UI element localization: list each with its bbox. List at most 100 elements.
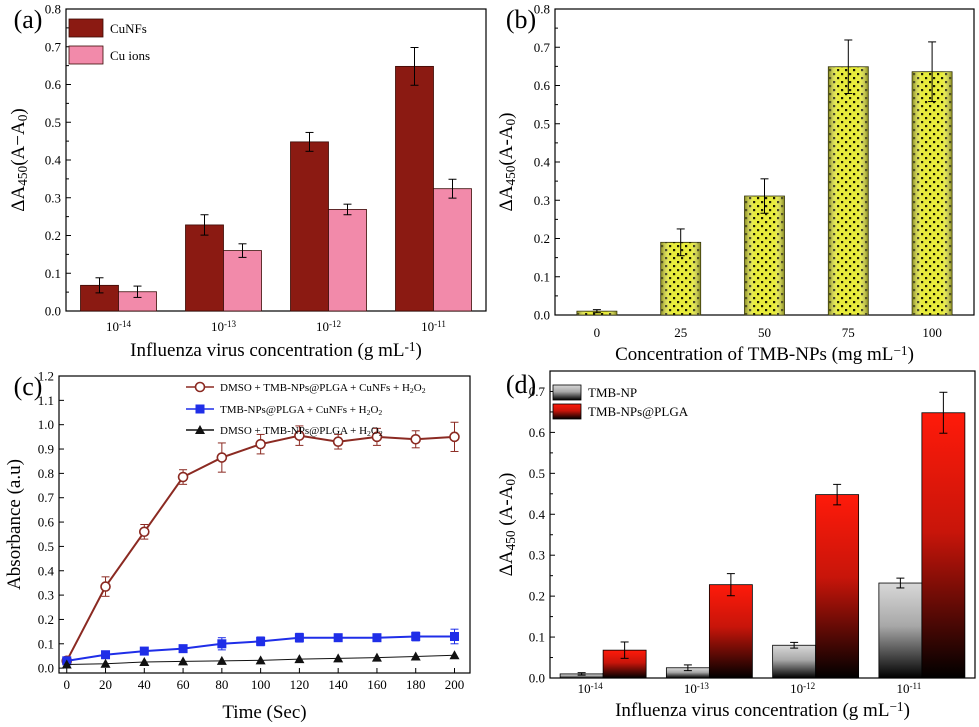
data-point bbox=[294, 430, 305, 441]
x-tick-label: 10-14 bbox=[106, 319, 132, 334]
y-tick-label: 0.7 bbox=[534, 40, 551, 55]
y-tick-label: 0.2 bbox=[45, 228, 61, 243]
data-point bbox=[216, 655, 227, 665]
legend-label: TMB-NP bbox=[588, 385, 637, 400]
x-tick-label: 10-12 bbox=[316, 319, 342, 334]
x-axis-label: Influenza virus concentration (g mL−1) bbox=[615, 699, 910, 721]
x-axis-label: Concentration of TMB-NPs (mg mL−1) bbox=[615, 343, 914, 365]
x-tick-label: 25 bbox=[674, 325, 687, 340]
y-tick-label: 0.1 bbox=[45, 266, 61, 281]
bar-tmb-np bbox=[878, 582, 923, 679]
y-tick-label: 0.6 bbox=[529, 425, 546, 440]
x-tick-label: 140 bbox=[328, 677, 348, 692]
y-tick-label: 0.6 bbox=[38, 515, 55, 530]
data-point bbox=[294, 654, 305, 664]
bar-shade bbox=[744, 196, 785, 315]
x-axis-label: Time (Sec) bbox=[222, 702, 306, 723]
data-point bbox=[139, 646, 149, 656]
legend-swatch bbox=[68, 45, 104, 65]
x-tick-label: 180 bbox=[406, 677, 426, 692]
y-tick-label: 0.3 bbox=[38, 588, 54, 603]
y-axis-label: ΔA450(A−A0) bbox=[8, 108, 30, 211]
legend-label: TMB-NPs@PLGA + CuNFs + H2O2 bbox=[220, 404, 382, 417]
panel-d: 0.0 0.1 0.2 0.3 0.4 0.5 0.6 0.7 10-14 10-13 10-12 1… bbox=[496, 370, 976, 721]
y-tick-label: 0.4 bbox=[534, 155, 551, 170]
y-tick-label: 0.2 bbox=[534, 231, 550, 246]
y-tick-label: 0.6 bbox=[45, 77, 62, 92]
x-tick-label: 160 bbox=[367, 677, 387, 692]
y-tick-label: 0.5 bbox=[529, 466, 545, 481]
data-point bbox=[216, 452, 228, 463]
y-tick-label: 0.4 bbox=[45, 153, 62, 168]
y-tick-label: 0.1 bbox=[534, 269, 550, 284]
data-point bbox=[449, 431, 460, 443]
legend-marker bbox=[195, 425, 205, 434]
data-point bbox=[139, 526, 150, 538]
y-tick-label: 0.3 bbox=[534, 193, 550, 208]
data-point bbox=[217, 639, 227, 649]
x-tick-label: 50 bbox=[758, 325, 771, 340]
data-point bbox=[371, 652, 382, 662]
y-tick-label: 0.5 bbox=[45, 115, 61, 130]
y-axis-label: ΔA450(A-A0) bbox=[496, 113, 518, 212]
series-line bbox=[65, 434, 455, 662]
y-tick-label: 0.7 bbox=[529, 384, 546, 399]
data-point bbox=[100, 658, 111, 668]
legend-label: DMSO + TMB-NPs@PLGA + H2O2 bbox=[220, 425, 383, 438]
x-tick-label: 40 bbox=[138, 677, 151, 692]
data-point bbox=[101, 650, 111, 660]
panel-label: (a) bbox=[14, 5, 43, 34]
data-point bbox=[294, 633, 304, 643]
y-tick-label: 0.4 bbox=[38, 563, 55, 578]
data-point bbox=[449, 650, 460, 660]
y-axis-label: Absorbance (a.u) bbox=[4, 459, 25, 590]
data-point bbox=[333, 653, 344, 663]
data-point bbox=[61, 659, 72, 669]
y-tick-label: 0.0 bbox=[45, 304, 61, 319]
y-tick-label: 0.8 bbox=[38, 466, 54, 481]
bar-tmb-nps-plga bbox=[708, 584, 753, 679]
data-point bbox=[332, 436, 344, 448]
panel-label: (d) bbox=[506, 370, 536, 399]
bar-cunfs bbox=[290, 141, 329, 312]
y-tick-label: 0.3 bbox=[529, 548, 545, 563]
data-point bbox=[449, 631, 459, 641]
legend-label: DMSO + TMB-NPs@PLGA + CuNFs + H2O2 bbox=[220, 382, 426, 395]
data-point bbox=[177, 471, 189, 483]
bar-cu-ions bbox=[328, 209, 367, 312]
x-tick-label: 100 bbox=[922, 325, 942, 340]
panel-c: 0.0 0.1 0.2 0.3 0.4 0.5 0.6 0.7 0.8 0.9 1.0 1.1 1.2 0… bbox=[4, 369, 471, 723]
x-tick-label: 120 bbox=[290, 677, 310, 692]
bar-tmb-nps-plga bbox=[815, 494, 860, 679]
x-tick-label: 20 bbox=[99, 677, 112, 692]
y-tick-label: 0.4 bbox=[529, 507, 546, 522]
x-tick-label: 60 bbox=[177, 677, 190, 692]
data-point bbox=[410, 651, 421, 661]
data-point bbox=[411, 631, 421, 641]
legend-swatch bbox=[68, 18, 104, 38]
x-tick-label: 10-12 bbox=[790, 681, 816, 696]
y-tick-label: 0.8 bbox=[534, 2, 550, 17]
panel-b: 0.0 0.1 0.2 0.3 0.4 0.5 0.6 0.7 0.8 0 25 50 75 100 ΔA4… bbox=[496, 2, 975, 365]
panel-a: 0.0 0.1 0.2 0.3 0.4 0.5 0.6 0.7 0.8 10-14 10-13 10-… bbox=[8, 2, 487, 361]
y-tick-label: 0.7 bbox=[38, 490, 55, 505]
y-tick-label: 0.0 bbox=[38, 661, 54, 676]
bar-cu-ions bbox=[433, 188, 472, 312]
panel-label: (b) bbox=[506, 5, 536, 34]
data-point bbox=[410, 433, 422, 445]
plot-frame bbox=[549, 370, 976, 679]
bar-tmb-np bbox=[772, 644, 817, 679]
legend-marker bbox=[194, 381, 206, 393]
x-tick-label: 100 bbox=[251, 677, 271, 692]
y-tick-label: 0.6 bbox=[534, 78, 551, 93]
bar-cu-ions bbox=[223, 250, 262, 312]
x-tick-label: 0 bbox=[64, 677, 71, 692]
bar-tmb-nps-plga bbox=[921, 412, 966, 679]
y-tick-label: 0.8 bbox=[45, 2, 61, 17]
x-tick-label: 10-13 bbox=[684, 681, 710, 696]
x-tick-label: 10-14 bbox=[578, 681, 604, 696]
y-tick-label: 0.5 bbox=[534, 116, 550, 131]
y-tick-label: 0.7 bbox=[45, 39, 62, 54]
x-axis-label: Influenza virus concentration (g mL-1) bbox=[130, 339, 422, 361]
